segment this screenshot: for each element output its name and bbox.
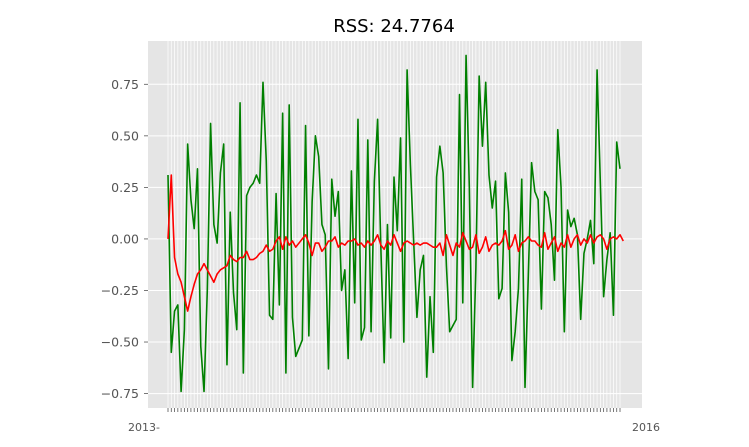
chart-title: RSS: 24.7764 [333,16,455,37]
y-tick-label: −0.25 [101,283,139,298]
series-line-1 [167,174,624,312]
x-ticks [167,408,621,412]
y-tick-label: 0.50 [111,128,139,143]
y-ticks: −0.75 −0.50 −0.25 0.00 0.25 0.50 0.75 [101,77,148,401]
x-tick-label-end: 2016 [632,421,660,434]
y-tick-label: −0.75 [101,386,139,401]
series-group [167,54,624,393]
y-tick-label: 0.25 [111,180,139,195]
y-tick-label: −0.50 [101,335,139,350]
series-line-0 [167,54,621,393]
x-tick-label-start: 2013- [128,421,160,434]
y-tick-label: 0.75 [111,77,139,92]
y-tick-label: 0.00 [111,231,139,246]
x-grid [167,41,621,408]
y-grid [148,83,642,395]
